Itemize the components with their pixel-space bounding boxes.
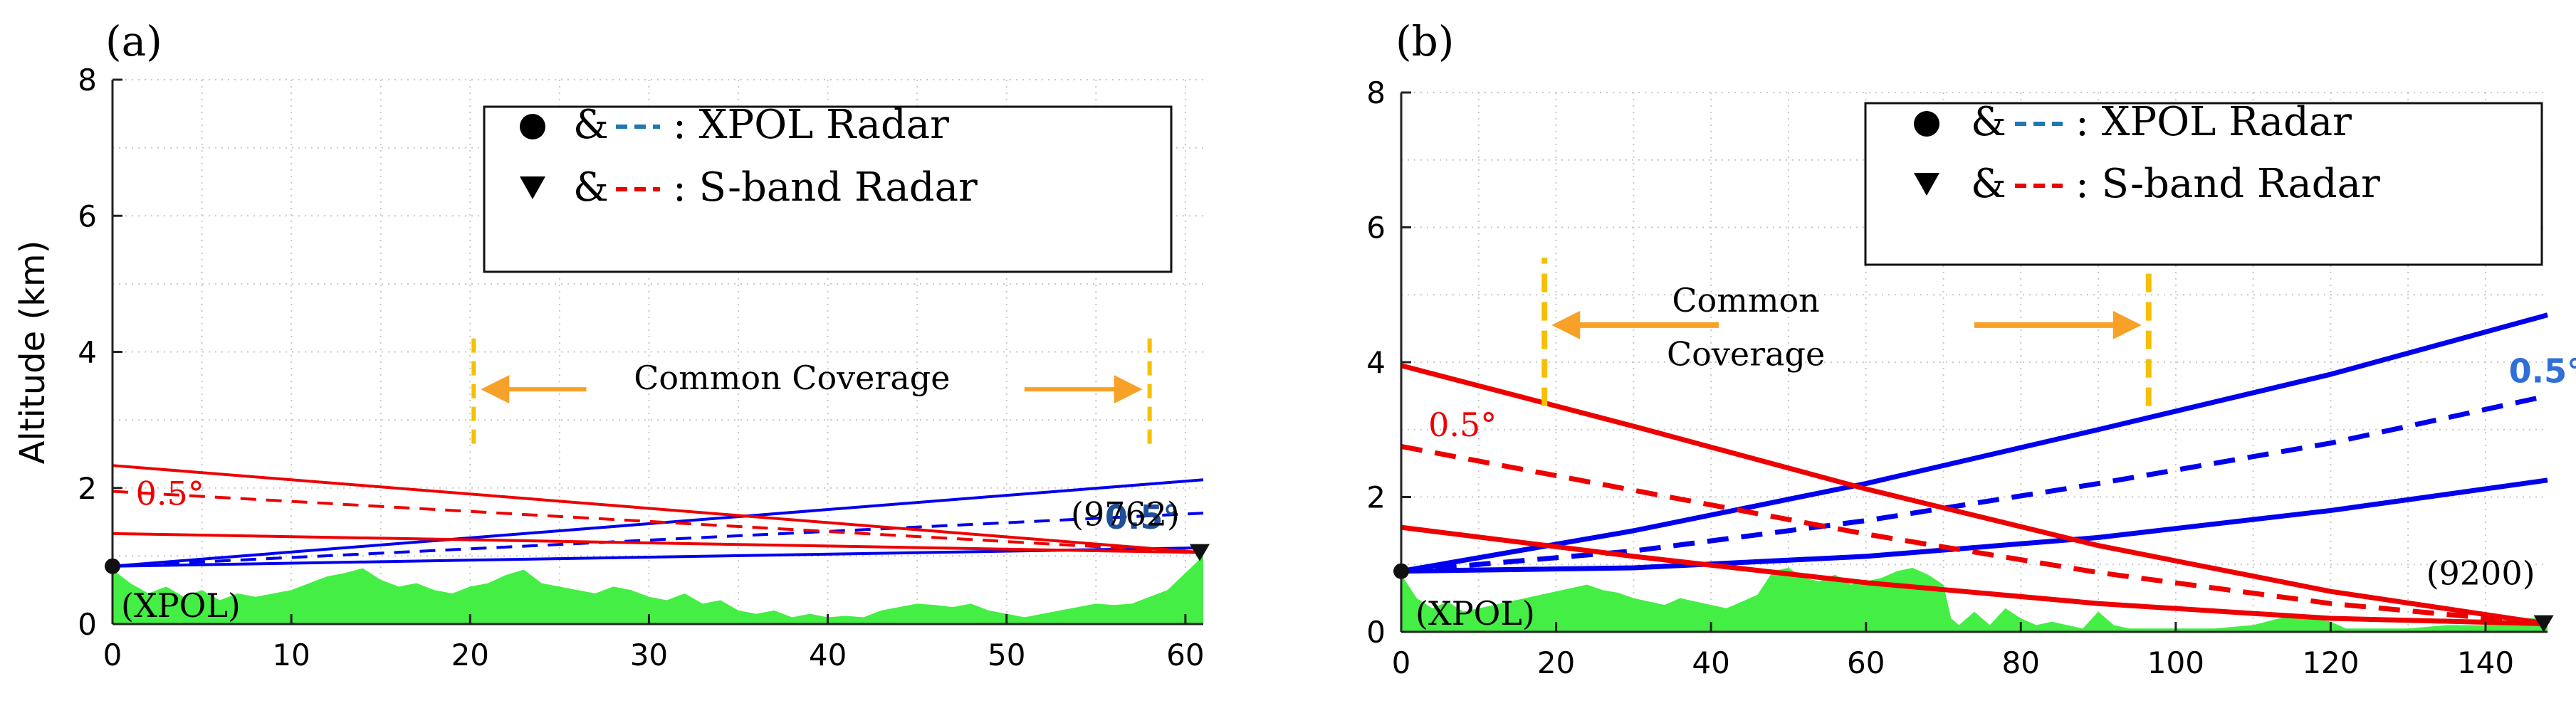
legend-box <box>1864 102 2543 266</box>
sband-radar-label: (9200) <box>2426 554 2535 593</box>
beam-series-3 <box>112 546 1204 568</box>
xpol-radar-marker <box>105 558 120 574</box>
x-tick-label: 60 <box>1847 645 1885 680</box>
beam-series-4 <box>112 464 1204 554</box>
x-tick-label: 10 <box>272 638 310 672</box>
y-tick-label: 0 <box>78 607 97 642</box>
beam-series-5 <box>1400 443 2548 627</box>
annotation-label: 0.5° <box>1428 406 1497 444</box>
x-tick-label: 140 <box>2457 645 2514 680</box>
y-tick-label: 6 <box>78 199 97 233</box>
legend-marker-triangle <box>520 176 545 199</box>
beam-series-2 <box>1400 393 2548 574</box>
y-axis-label: Altitude (km) <box>13 241 53 465</box>
coverage-arrow-right-head <box>2112 310 2142 339</box>
annotation-label: Coverage <box>1667 335 1825 374</box>
annotation-label: 0.5° <box>2509 352 2576 390</box>
x-tick-label: 30 <box>630 638 668 672</box>
x-tick-label: 60 <box>1166 638 1204 672</box>
annotation-label: 0.5° <box>136 475 204 513</box>
y-tick-label: 8 <box>78 63 97 97</box>
y-tick-label: 2 <box>1366 480 1386 515</box>
legend-entry-label: : S-band Radar <box>2075 161 2380 207</box>
legend-ampersand: & <box>1971 99 2006 145</box>
panel-label: (a) <box>105 17 162 65</box>
legend-entry-label: : XPOL Radar <box>673 102 949 148</box>
x-tick-label: 0 <box>1392 645 1411 680</box>
xpol-radar-label: (XPOL) <box>121 586 241 625</box>
beam-series-3 <box>1400 477 2548 574</box>
x-tick-label: 120 <box>2302 645 2359 680</box>
panel-a: (a) Altitude (km) 0 10 20 30 40 50 60 0 2 4 6 8 0.5° 0.… <box>13 17 1210 672</box>
xpol-radar-label: (XPOL) <box>1415 594 1535 633</box>
coverage-arrow-right-head <box>1114 375 1143 404</box>
legend-box <box>483 105 1173 273</box>
annotation-label: Common Coverage <box>634 359 950 397</box>
legend-marker-circle <box>520 114 545 139</box>
beam-series-4 <box>1400 363 2548 627</box>
beam-series-2 <box>112 512 1204 568</box>
x-tick-label: 40 <box>809 638 847 672</box>
x-tick-label: 0 <box>103 638 122 672</box>
beam-series-6 <box>1400 524 2548 627</box>
coverage-arrow-left-head <box>481 375 510 404</box>
x-tick-label: 100 <box>2147 645 2204 680</box>
y-tick-label: 4 <box>78 335 97 370</box>
legend-marker-triangle <box>1914 173 1939 196</box>
x-tick-label: 20 <box>451 638 489 672</box>
x-tick-label: 40 <box>1692 645 1729 680</box>
x-tick-label: 50 <box>988 638 1025 672</box>
legend-marker-circle <box>1914 111 1939 137</box>
coverage-arrow-left-head <box>1551 310 1581 339</box>
panel-label: (b) <box>1396 17 1454 65</box>
y-tick-label: 6 <box>1366 211 1386 245</box>
x-tick-label: 80 <box>2002 645 2040 680</box>
annotation-label: 0.5° <box>1105 498 1180 537</box>
terrain-area <box>1401 567 2548 632</box>
beam-series-5 <box>112 490 1204 554</box>
terrain-area <box>112 556 1203 624</box>
sband-radar-marker <box>1189 544 1210 561</box>
xpol-radar-marker <box>1393 563 1409 579</box>
y-tick-label: 8 <box>1366 75 1386 110</box>
y-tick-label: 4 <box>1366 345 1386 380</box>
legend-ampersand: & <box>573 102 609 148</box>
x-tick-label: 20 <box>1537 645 1575 680</box>
annotation-label: Common <box>1672 281 1819 319</box>
sband-radar-label: (9762) <box>1071 495 1180 534</box>
y-tick-label: 0 <box>1366 615 1386 650</box>
legend-ampersand: & <box>1971 161 2006 207</box>
beam-series-6 <box>112 532 1204 554</box>
legend-entry-label: : XPOL Radar <box>2075 99 2352 145</box>
beam-series-1 <box>1400 312 2548 574</box>
sband-radar-marker <box>2533 615 2554 633</box>
legend-entry-label: : S-band Radar <box>673 164 978 211</box>
panel-b: (b) 0 20 40 60 80 100 120 140 0 2 4 6 8 0.5° 0.5° Common… <box>1366 17 2576 680</box>
y-tick-label: 2 <box>78 471 97 506</box>
legend-ampersand: & <box>573 164 609 211</box>
